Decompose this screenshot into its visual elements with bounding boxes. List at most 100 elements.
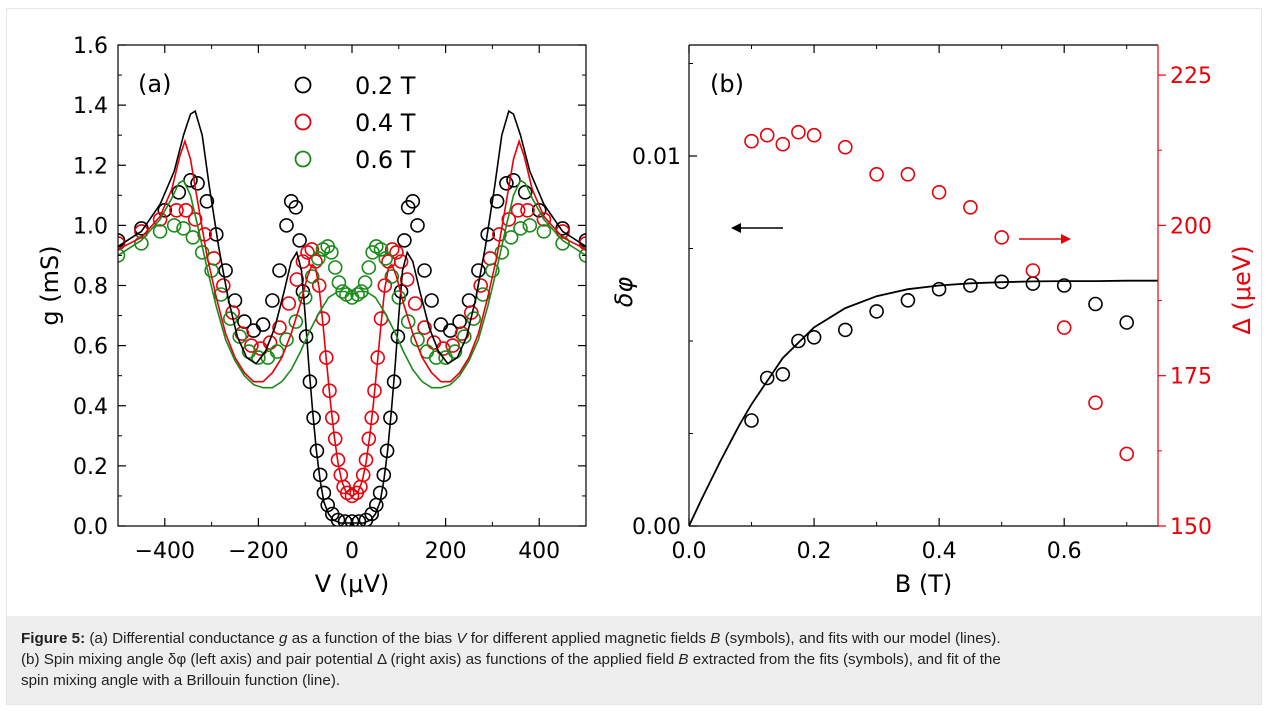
data-point-delta	[869, 167, 884, 182]
data-point-0.4-T	[300, 245, 315, 260]
data-point-0.2-T	[517, 185, 533, 200]
legend-marker	[294, 113, 312, 131]
y-right-tick-label: 175	[1170, 365, 1212, 390]
data-point-0.6-T	[373, 242, 389, 257]
y-tick-label: 0.2	[73, 455, 108, 480]
data-point-0.4-T	[289, 272, 305, 287]
caption-line-1: Figure 5: (a) Differential conductance g…	[21, 628, 1247, 649]
data-point-0.4-T	[178, 203, 194, 218]
caption-line-3: spin mixing angle with a Brillouin funct…	[21, 672, 341, 689]
x-axis-label: B (T)	[895, 570, 952, 598]
data-point-delta	[837, 139, 853, 155]
fit-line-0.2-T	[118, 109, 586, 524]
y-right-tick-label: 150	[1170, 515, 1212, 540]
data-point-dphi	[744, 413, 759, 428]
data-point-0.4-T	[473, 278, 489, 293]
data-point-0.6-T	[288, 314, 304, 329]
legend-label: 0.2 T	[355, 72, 416, 100]
data-point-0.6-T	[223, 311, 238, 326]
x-tick-label: −400	[135, 539, 195, 564]
legend-marker	[294, 150, 312, 168]
caption-var-g: g	[279, 630, 288, 647]
data-point-0.4-T	[169, 203, 184, 218]
data-point-0.6-T	[152, 224, 168, 239]
data-point-delta	[963, 200, 978, 215]
data-point-0.4-T	[355, 467, 371, 483]
data-point-dphi	[1025, 276, 1041, 291]
left-arrow-head-icon	[731, 223, 741, 233]
data-point-0.4-T	[407, 296, 423, 311]
figure-frame	[6, 8, 1262, 705]
data-point-0.2-T	[265, 293, 280, 308]
data-point-0.2-T	[288, 200, 304, 215]
data-point-0.6-T	[503, 230, 519, 245]
data-point-0.2-T	[417, 263, 432, 278]
y-tick-label: 1.6	[73, 34, 108, 59]
legend-marker	[294, 76, 312, 94]
data-point-dphi	[963, 278, 978, 293]
data-point-delta	[806, 127, 822, 143]
data-point-delta	[1025, 263, 1041, 278]
data-point-0.6-T	[185, 230, 201, 245]
data-point-0.4-T	[435, 341, 451, 356]
data-point-0.2-T	[171, 185, 187, 200]
data-point-0.4-T	[417, 320, 432, 335]
caption-prefix: Figure 5:	[21, 630, 86, 647]
data-point-dphi	[759, 370, 775, 386]
data-point-0.2-T	[410, 218, 425, 233]
data-point-0.4-T	[234, 326, 250, 341]
data-point-0.2-T	[452, 314, 467, 329]
y-left-tick-label: 0.01	[632, 145, 681, 170]
y-left-tick-label: 0.00	[632, 515, 681, 540]
data-point-0.6-T	[447, 344, 463, 359]
data-point-0.6-T	[310, 251, 326, 266]
data-point-0.4-T	[118, 236, 126, 251]
y-tick-label: 0.8	[73, 275, 108, 300]
y-tick-label: 1.4	[73, 94, 108, 119]
data-point-dphi	[931, 281, 947, 297]
data-point-0.6-T	[391, 290, 407, 305]
data-point-0.2-T	[255, 317, 271, 332]
data-point-0.2-T	[246, 323, 261, 338]
data-point-0.6-T	[357, 275, 373, 290]
data-point-0.4-T	[399, 272, 415, 287]
data-point-0.4-T	[520, 203, 535, 218]
data-point-0.6-T	[578, 248, 586, 263]
data-point-dphi	[869, 304, 884, 319]
data-point-0.6-T	[522, 218, 538, 233]
caption-line-2: (b) Spin mixing angle δφ (left axis) and…	[21, 649, 1247, 670]
data-point-delta	[1088, 395, 1103, 411]
data-point-0.2-T	[489, 194, 505, 209]
data-point-0.4-T	[152, 212, 168, 227]
data-point-0.4-T	[510, 203, 526, 218]
data-point-0.4-T	[253, 341, 269, 356]
data-point-dphi	[994, 274, 1010, 290]
data-point-0.6-T	[324, 245, 339, 260]
caption-text: for different applied magnetic fields	[466, 630, 711, 647]
data-point-0.4-T	[281, 296, 297, 311]
data-point-0.2-T	[190, 176, 205, 191]
data-point-0.6-T	[466, 311, 482, 326]
caption-text: as a function of the bias	[287, 630, 457, 647]
data-point-0.6-T	[260, 350, 276, 365]
data-point-dphi	[1056, 278, 1072, 293]
y-tick-label: 0.4	[73, 395, 108, 420]
brillouin-fit-line	[689, 279, 1158, 526]
data-point-0.4-T	[216, 278, 231, 293]
caption-var-v: V	[456, 630, 467, 647]
data-point-0.4-T	[536, 212, 552, 227]
data-point-0.4-T	[262, 335, 278, 350]
data-point-0.2-T	[272, 263, 287, 278]
data-point-0.2-T	[433, 317, 449, 332]
x-tick-label: 0.6	[1047, 539, 1082, 564]
data-point-0.6-T	[304, 269, 320, 284]
data-point-0.2-T	[499, 176, 514, 191]
data-point-0.6-T	[378, 251, 394, 266]
data-point-0.4-T	[272, 320, 287, 335]
data-point-0.6-T	[118, 248, 126, 263]
data-point-dphi	[1088, 296, 1103, 312]
data-point-0.4-T	[393, 254, 409, 269]
data-point-0.6-T	[327, 260, 343, 275]
fit-line-0.6-T	[118, 179, 586, 389]
panel-b-plot: 0.0 0.2 0.4 0.6 0.00 0.01 150 175 200 225 B (T) δφ Δ…	[610, 44, 1256, 598]
